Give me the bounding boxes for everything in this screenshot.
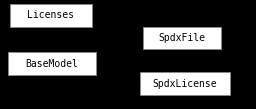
FancyBboxPatch shape [143,27,221,49]
Text: Licenses: Licenses [27,10,74,20]
FancyBboxPatch shape [140,72,230,95]
Text: SpdxFile: SpdxFile [158,33,206,43]
FancyBboxPatch shape [10,4,92,27]
Text: BaseModel: BaseModel [26,59,78,68]
Text: SpdxLicense: SpdxLicense [153,78,217,89]
FancyBboxPatch shape [8,52,96,75]
